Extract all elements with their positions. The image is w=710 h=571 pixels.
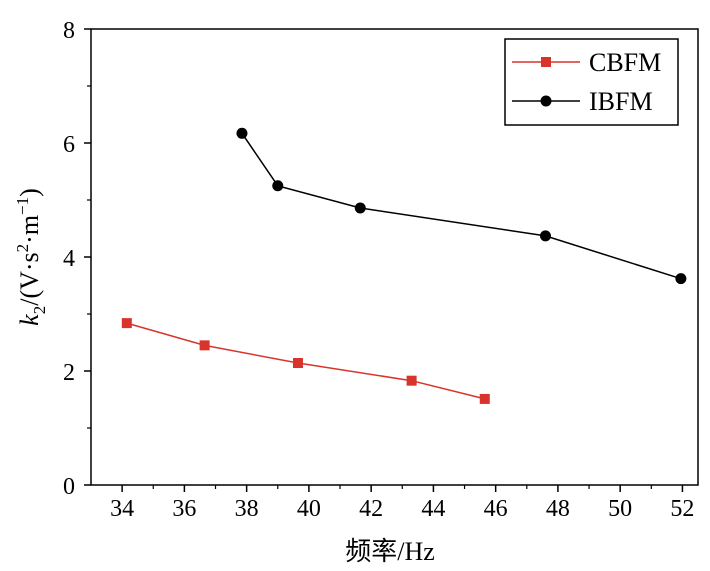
legend-label-ibfm: IBFM [589,87,653,116]
series-cbfm [121,318,490,404]
y-tick-label: 6 [63,132,75,158]
series-line-cbfm [126,322,485,400]
legend-marker-cbfm [541,57,551,67]
x-tick-label: 42 [359,496,383,522]
series-line-ibfm [241,132,682,280]
x-tick-label: 38 [235,496,259,522]
series-layer [121,127,687,404]
legend-label-cbfm: CBFM [589,48,661,77]
data-point-cbfm [479,393,490,404]
data-point-ibfm [675,273,687,285]
x-tick-label: 40 [297,496,321,522]
x-tick-label: 52 [670,496,694,522]
y-tick-label: 0 [63,474,75,500]
y-tick-label: 2 [63,360,75,386]
data-point-ibfm [272,180,284,192]
x-tick-label: 36 [172,496,196,522]
y-label-rest: /(V·s [15,252,44,305]
y-label-close: ) [15,188,44,197]
data-point-cbfm [199,340,210,351]
data-point-ibfm [539,230,551,242]
x-tick-label: 34 [110,496,134,522]
x-tick-label: 46 [484,496,508,522]
legend: CBFM IBFM [504,38,679,126]
y-axis-label: k2/(V·s2·m−1) [13,188,49,326]
y-tick-label: 8 [63,18,75,44]
data-point-ibfm [236,127,248,139]
data-point-ibfm [354,202,366,214]
y-label-mid: ·m [15,215,44,244]
y-label-sub: 2 [30,306,49,315]
y-tick-label: 4 [63,246,75,272]
x-tick-label: 48 [546,496,570,522]
legend-marker-ibfm [540,95,552,107]
x-tick-label: 44 [421,496,445,522]
data-point-cbfm [293,358,304,369]
data-point-cbfm [121,318,132,329]
x-tick-label: 50 [608,496,632,522]
y-label-k: k [15,314,44,326]
y-label-sup1: 2 [13,244,32,253]
series-ibfm [236,127,687,285]
legend-box [504,38,679,126]
y-label-sup2: −1 [13,197,32,215]
data-point-cbfm [406,375,417,386]
x-axis-label: 频率/Hz [345,537,435,566]
